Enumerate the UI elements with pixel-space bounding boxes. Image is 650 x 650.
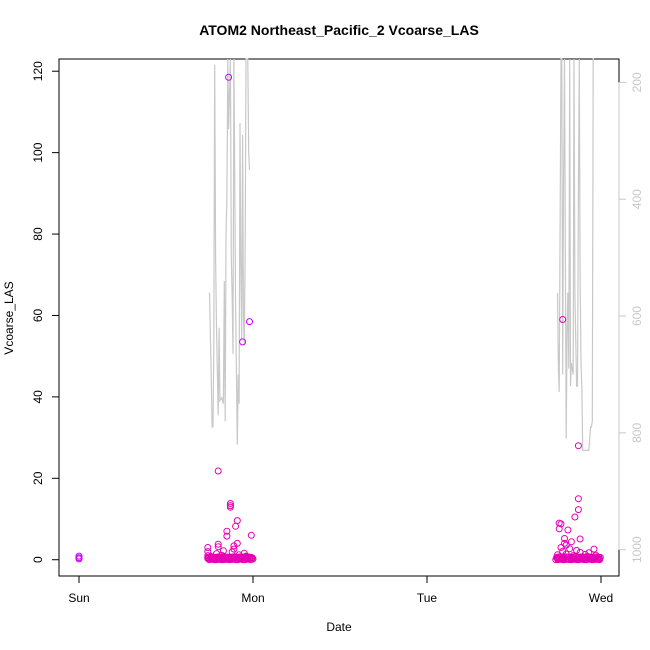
data-point	[561, 539, 568, 547]
y-tick-label: 40	[31, 390, 45, 404]
plot-area	[58, 58, 620, 577]
data-point	[574, 442, 582, 450]
y-tick-label: 80	[31, 227, 45, 241]
data-point	[214, 467, 222, 475]
data-point	[214, 543, 222, 551]
x-tick-label: Wed	[589, 591, 613, 605]
x-tick-label: Mon	[241, 591, 264, 605]
data-point	[247, 531, 255, 539]
y-tick-label: 60	[31, 308, 45, 322]
data-point	[576, 535, 584, 543]
data-point	[559, 316, 567, 323]
data-point	[571, 513, 579, 521]
data-point	[557, 520, 565, 528]
y-tick-label: 20	[31, 471, 45, 485]
data-point	[590, 545, 598, 553]
data-point-baseline	[248, 554, 256, 562]
data-point-baseline	[596, 553, 604, 561]
data-point	[75, 552, 83, 560]
x-tick-label: Tue	[417, 591, 438, 605]
x-axis: Sun Mon Tue Wed	[68, 575, 613, 605]
data-point	[564, 526, 572, 534]
data-point	[214, 540, 222, 548]
data-point	[562, 541, 570, 549]
data-point	[226, 500, 234, 507]
data-point	[574, 495, 582, 503]
y2-tick-label: 600	[630, 306, 644, 326]
data-point	[573, 546, 581, 554]
y-tick-label: 100	[31, 142, 45, 162]
data-point	[561, 535, 568, 542]
secondary-line-segment-2	[556, 58, 594, 451]
data-point	[566, 545, 574, 553]
data-point	[225, 73, 233, 81]
y-axis: 0 20 40 60 80 100 120	[31, 61, 60, 563]
data-point	[246, 318, 253, 326]
data-point	[219, 547, 227, 555]
scatter-points	[75, 73, 604, 564]
data-point	[233, 539, 241, 547]
y2-tick-label: 200	[630, 72, 644, 92]
y-tick-label: 0	[31, 556, 45, 563]
y2-tick-label: 800	[630, 423, 644, 443]
y-tick-label: 120	[31, 61, 45, 81]
y2-tick-label: 400	[630, 189, 644, 209]
secondary-series-line	[208, 58, 594, 451]
y-axis-label: Vcoarse_LAS	[2, 281, 16, 354]
y2-tick-label: 1000	[630, 536, 644, 563]
data-point	[226, 503, 234, 511]
secondary-line-segment-1	[208, 58, 251, 445]
data-point	[223, 527, 231, 535]
y-axis-right: 200 400 600 800 1000	[618, 72, 644, 563]
data-point	[574, 506, 582, 514]
data-point	[239, 338, 247, 346]
data-point	[232, 522, 240, 530]
x-tick-label: Sun	[68, 591, 89, 605]
chart-title: ATOM2 Northeast_Pacific_2 Vcoarse_LAS	[199, 22, 479, 38]
data-point	[230, 545, 238, 553]
data-point	[233, 517, 241, 525]
data-point	[204, 544, 212, 551]
x-axis-label: Date	[326, 620, 352, 634]
data-point	[567, 538, 575, 546]
data-point	[223, 532, 231, 540]
